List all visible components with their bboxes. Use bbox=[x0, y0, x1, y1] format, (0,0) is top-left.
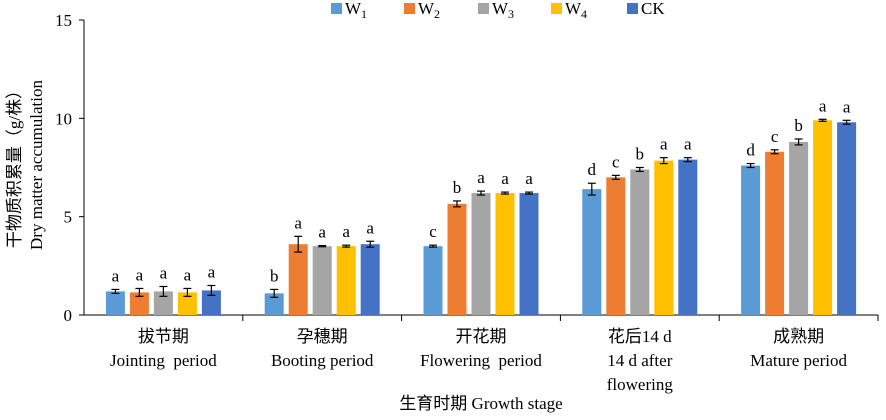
category-label-cn: 拔节期 bbox=[138, 327, 189, 346]
y-tick-label: 15 bbox=[55, 11, 72, 30]
bar bbox=[177, 292, 197, 315]
bar bbox=[153, 291, 173, 315]
legend-label: W3 bbox=[492, 0, 514, 21]
legend-label: W1 bbox=[345, 0, 367, 21]
category-label-en: flowering bbox=[607, 375, 674, 394]
significance-letter: d bbox=[746, 141, 755, 160]
significance-letter: d bbox=[588, 160, 597, 179]
legend-label: CK bbox=[641, 0, 665, 18]
bar bbox=[360, 244, 380, 315]
significance-letter: a bbox=[294, 213, 302, 232]
significance-letter: a bbox=[660, 135, 668, 154]
legend-label: W2 bbox=[418, 0, 440, 21]
bar bbox=[447, 203, 467, 315]
category-label-en: 14 d after bbox=[607, 351, 672, 370]
legend-swatch bbox=[404, 3, 415, 14]
bar bbox=[264, 293, 284, 315]
category-label-en: Flowering period bbox=[420, 351, 542, 370]
significance-letter: b bbox=[270, 266, 279, 285]
legend-swatch bbox=[551, 3, 562, 14]
bar bbox=[495, 193, 515, 315]
significance-letter: a bbox=[501, 169, 509, 188]
bar bbox=[471, 193, 491, 315]
category-label-cn: 开花期 bbox=[456, 327, 507, 346]
category-label-cn: 孕穗期 bbox=[297, 327, 348, 346]
bar bbox=[312, 246, 332, 315]
significance-letter: a bbox=[112, 266, 120, 285]
significance-letter: a bbox=[136, 265, 144, 284]
bar bbox=[105, 291, 125, 315]
bar bbox=[837, 122, 857, 316]
bar bbox=[519, 193, 539, 315]
bar bbox=[336, 246, 356, 315]
significance-letter: a bbox=[477, 168, 485, 187]
bar bbox=[201, 290, 221, 315]
significance-letter: a bbox=[525, 169, 533, 188]
significance-letter: a bbox=[819, 96, 827, 115]
bar bbox=[813, 120, 833, 315]
y-tick-label: 5 bbox=[64, 208, 73, 227]
significance-letter: a bbox=[684, 135, 692, 154]
bar bbox=[741, 165, 761, 315]
significance-letter: a bbox=[366, 218, 374, 237]
bar bbox=[630, 169, 650, 315]
significance-letter: c bbox=[429, 222, 437, 241]
significance-letter: a bbox=[342, 222, 350, 241]
bar bbox=[765, 151, 785, 315]
category-label-en: Mature period bbox=[750, 351, 847, 370]
legend-swatch bbox=[331, 3, 342, 14]
bar bbox=[582, 189, 602, 315]
significance-letter: b bbox=[453, 178, 462, 197]
y-tick-label: 10 bbox=[55, 109, 72, 128]
significance-letter: a bbox=[184, 265, 192, 284]
significance-letter: b bbox=[794, 116, 803, 135]
x-axis-title: 生育时期 Growth stage bbox=[399, 394, 562, 413]
bar bbox=[288, 244, 308, 315]
legend-swatch bbox=[627, 3, 638, 14]
category-label-cn: 花后14 d bbox=[608, 327, 672, 346]
legend-label: W4 bbox=[565, 0, 587, 21]
y-tick-label: 0 bbox=[64, 306, 73, 325]
significance-letter: a bbox=[208, 263, 216, 282]
bar bbox=[606, 177, 626, 315]
bar bbox=[789, 141, 809, 315]
significance-letter: c bbox=[771, 127, 779, 146]
category-label-en: Booting period bbox=[271, 351, 374, 370]
significance-letter: a bbox=[318, 223, 326, 242]
y-axis-title-en: Dry matter accumulation bbox=[27, 80, 46, 250]
legend-swatch bbox=[478, 3, 489, 14]
category-label-cn: 成熟期 bbox=[773, 326, 824, 346]
bar bbox=[654, 160, 674, 315]
bar bbox=[423, 246, 443, 315]
category-label-en: Jointing period bbox=[110, 351, 217, 370]
significance-letter: b bbox=[636, 145, 645, 164]
y-axis-title-cn: 干物质积累量（g/株） bbox=[5, 82, 24, 248]
bar bbox=[678, 159, 698, 315]
significance-letter: a bbox=[843, 97, 851, 116]
significance-letter: a bbox=[160, 263, 168, 282]
bar bbox=[129, 292, 149, 315]
significance-letter: c bbox=[612, 152, 620, 171]
